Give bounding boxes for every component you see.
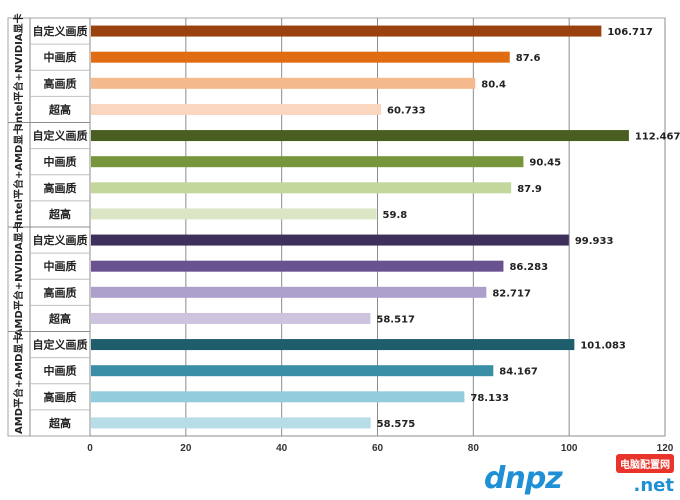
category-label: 高画质 — [44, 181, 77, 195]
bar — [91, 77, 476, 89]
x-tick-label: 60 — [372, 443, 384, 454]
data-label: 106.717 — [607, 27, 653, 38]
data-label: 99.933 — [575, 236, 614, 247]
watermark-logo: dnpz — [484, 461, 563, 496]
category-label: 中画质 — [44, 50, 77, 64]
data-label: 87.9 — [517, 184, 542, 195]
bar — [91, 156, 524, 168]
bar — [91, 391, 465, 403]
x-tick-label: 40 — [276, 443, 288, 454]
x-tick-label: 0 — [87, 443, 93, 454]
x-tick-label: 80 — [468, 443, 480, 454]
x-tick-label: 100 — [561, 443, 578, 454]
watermark-badge: 电脑配置网 — [616, 454, 674, 473]
group-label: Intel平台+AMD显卡 — [12, 125, 25, 225]
data-label: 82.717 — [492, 288, 531, 299]
data-label: 59.8 — [383, 210, 408, 221]
bar — [91, 208, 377, 220]
category-label: 自定义画质 — [33, 129, 88, 143]
category-label: 自定义画质 — [33, 24, 88, 38]
data-label: 78.133 — [470, 393, 509, 404]
bar — [91, 417, 371, 429]
category-label: 中画质 — [44, 155, 77, 169]
x-tick-label: 20 — [180, 443, 192, 454]
data-label: 60.733 — [387, 105, 426, 116]
category-label: 中画质 — [44, 364, 77, 378]
bar — [91, 260, 504, 272]
bar — [91, 103, 382, 115]
bar — [91, 286, 487, 298]
data-label: 101.083 — [580, 341, 626, 352]
group-label: AMD平台+NVIDIA显卡 — [12, 222, 25, 336]
bar — [91, 234, 569, 246]
data-label: 112.467 — [635, 132, 680, 143]
bar — [91, 312, 371, 324]
category-label: 超高 — [48, 102, 71, 116]
category-label: 自定义画质 — [33, 233, 88, 247]
watermark-domain: .net — [633, 475, 674, 496]
data-label: 87.6 — [516, 53, 541, 64]
bar — [91, 339, 575, 351]
category-label: 超高 — [48, 207, 71, 221]
data-label: 58.575 — [377, 419, 416, 430]
group-label: AMD平台+AMD显卡 — [12, 334, 25, 434]
watermark: dnpz 电脑配置网 .net — [484, 454, 674, 496]
bar — [91, 51, 510, 63]
data-label: 86.283 — [509, 262, 548, 273]
bar — [91, 130, 629, 142]
bar — [91, 365, 494, 377]
x-tick-label: 120 — [657, 443, 674, 454]
data-label: 80.4 — [481, 79, 506, 90]
data-label: 58.517 — [376, 314, 415, 325]
bar — [91, 25, 602, 37]
data-label: 90.45 — [529, 158, 561, 169]
category-label: 高画质 — [44, 76, 77, 90]
bar — [91, 182, 512, 194]
category-label: 高画质 — [44, 285, 77, 299]
category-label: 高画质 — [44, 390, 77, 404]
category-label: 中画质 — [44, 259, 77, 273]
category-label: 自定义画质 — [33, 338, 88, 352]
data-label: 84.167 — [499, 367, 538, 378]
category-label: 超高 — [48, 311, 71, 325]
group-label: Intel平台+NVIDIA显卡 — [12, 13, 25, 127]
category-label: 超高 — [48, 416, 71, 430]
